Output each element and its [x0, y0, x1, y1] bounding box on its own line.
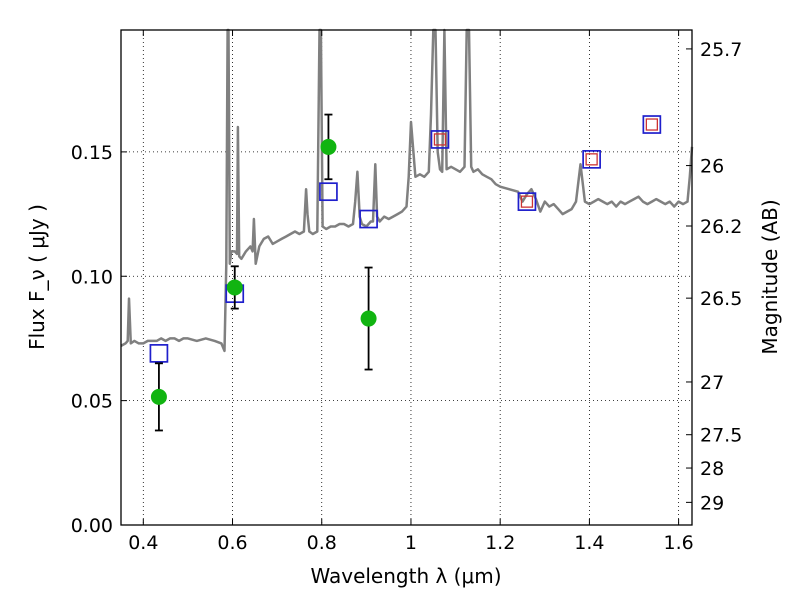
observed-square-marker: [582, 149, 601, 169]
data-point: [150, 388, 167, 405]
model-square-marker: [645, 118, 659, 131]
y-tick-label: 0.00: [71, 515, 113, 537]
data-point: [360, 310, 377, 327]
markers-layer: [149, 113, 662, 432]
observed-square-marker: [517, 192, 537, 211]
y2-axis: 25.7 26 26.2 26.5 27 27.5 28 29: [686, 39, 742, 514]
observed-square-marker: [149, 344, 169, 363]
y-tick-label: 0.15: [71, 142, 113, 164]
y2-tick-label: 28: [700, 458, 724, 480]
x-axis-title: Wavelength λ (μm): [310, 564, 501, 588]
grid: [121, 30, 692, 526]
y2-tick-label: 29: [700, 492, 724, 514]
y2-tick-label: 26.2: [700, 216, 742, 238]
observed-square-marker: [430, 130, 450, 149]
y-tick-label: 0.05: [71, 391, 113, 413]
model-square-marker: [585, 153, 598, 166]
observed-square-marker: [642, 115, 662, 134]
x-tick-label: 1.4: [574, 532, 604, 554]
plot-background: [121, 30, 692, 525]
y-axis: 0.00 0.05 0.10 0.15: [71, 142, 127, 537]
observed-square-marker: [319, 182, 338, 202]
y2-tick-label: 27.5: [700, 425, 742, 447]
x-tick-label: 1: [405, 532, 417, 554]
x-tick-label: 1.6: [664, 532, 694, 554]
y2-tick-label: 26.5: [700, 288, 742, 310]
x-tick-label: 0.4: [128, 532, 158, 554]
observed-square-marker: [359, 209, 378, 229]
y2-tick-label: 25.7: [700, 39, 742, 61]
x-tick-label: 0.8: [307, 532, 337, 554]
y2-tick-label: 27: [700, 372, 724, 394]
model-square-marker: [433, 133, 447, 146]
plot-frame: [120, 29, 693, 526]
y2-tick-label: 26: [700, 156, 724, 178]
model-square-marker: [520, 195, 534, 208]
x-tick-label: 1.2: [485, 532, 515, 554]
y-tick-label: 0.10: [71, 266, 113, 288]
y2-axis-title: Magnitude (AB): [758, 199, 782, 354]
data-point: [320, 138, 337, 155]
data-point: [226, 279, 243, 296]
x-tick-label: 0.6: [217, 532, 247, 554]
y-axis-title: Flux F_ν ( μJy ): [25, 204, 49, 350]
x-axis: 0.4 0.6 0.8 1 1.2 1.4 1.6: [128, 30, 694, 554]
